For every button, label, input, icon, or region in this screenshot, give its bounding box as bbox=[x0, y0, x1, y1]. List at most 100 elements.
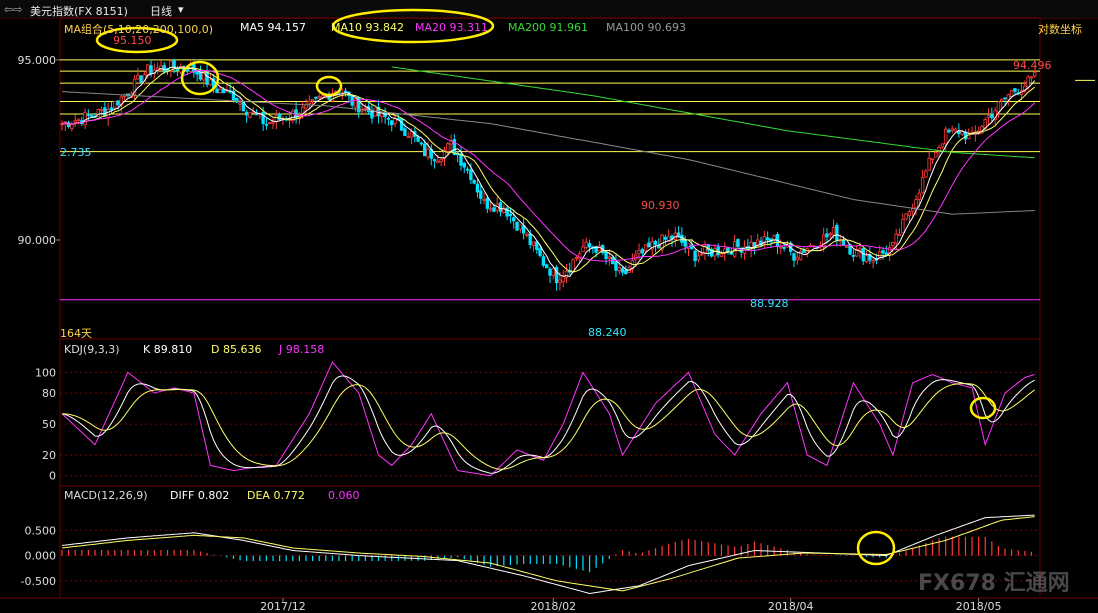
highlight-circle bbox=[331, 8, 495, 44]
highlight-circle bbox=[969, 396, 997, 420]
candle-body bbox=[472, 180, 476, 184]
candle-body bbox=[515, 221, 519, 231]
candle-body bbox=[676, 232, 681, 237]
candle-body bbox=[581, 246, 585, 253]
candle-body bbox=[205, 71, 209, 85]
candle-body bbox=[277, 113, 282, 120]
candle-body bbox=[897, 233, 902, 237]
candle-body bbox=[518, 224, 523, 230]
candle-body bbox=[198, 72, 203, 80]
period-selector[interactable]: 日线 bbox=[150, 5, 172, 18]
candle-body bbox=[304, 104, 308, 109]
ma-combo-label: MA组合(5,10,20,200,100,0) bbox=[64, 23, 214, 36]
candle-body bbox=[643, 244, 648, 252]
ma100-value: MA100 90.693 bbox=[606, 21, 686, 34]
chevron-down-icon[interactable]: ▾ bbox=[178, 3, 184, 16]
macd-y-tick-label: 0.500 bbox=[25, 524, 57, 537]
candle-body bbox=[238, 102, 242, 105]
ma5-line bbox=[61, 66, 1036, 277]
candle-body bbox=[488, 208, 493, 211]
candle-body bbox=[439, 158, 443, 162]
candle-body bbox=[383, 112, 387, 117]
candle-body bbox=[116, 100, 120, 106]
candle-body bbox=[73, 120, 77, 123]
symbol-icon[interactable]: ⇦⇨ bbox=[4, 3, 23, 16]
candle-body bbox=[508, 213, 513, 217]
candle-body bbox=[782, 246, 786, 249]
candle-body bbox=[423, 143, 427, 157]
candle-body bbox=[835, 225, 839, 242]
candle-body bbox=[235, 97, 239, 103]
candle-body bbox=[268, 122, 272, 124]
candle-body bbox=[907, 211, 912, 217]
kdj-d-line bbox=[61, 383, 1035, 470]
kdj-j-value: J 98.158 bbox=[279, 343, 325, 356]
candle-body bbox=[887, 247, 892, 256]
candle-body bbox=[498, 202, 503, 212]
candle-body bbox=[310, 98, 315, 102]
candle-body bbox=[66, 122, 71, 128]
candle-body bbox=[607, 256, 612, 259]
y-tick-label: 95.000 bbox=[18, 54, 57, 67]
ma20-value: MA20 93.311 bbox=[415, 21, 488, 34]
candle-body bbox=[70, 123, 74, 129]
candle-body bbox=[538, 248, 542, 256]
candle-body bbox=[475, 183, 480, 193]
annotation-left-price: 2.735 bbox=[60, 146, 92, 159]
ma10-value: MA10 93.842 bbox=[331, 21, 404, 34]
candle-body bbox=[139, 75, 143, 83]
candle-body bbox=[617, 266, 621, 272]
kdj-y-tick-label: 20 bbox=[42, 449, 56, 462]
days-label: 164天 bbox=[60, 327, 92, 340]
candle-body bbox=[353, 97, 358, 108]
candle-body bbox=[175, 68, 180, 71]
candle-body bbox=[1000, 98, 1004, 102]
x-tick-label: 2018/05 bbox=[956, 600, 1002, 613]
candle-body bbox=[779, 246, 783, 249]
candle-body bbox=[920, 177, 925, 193]
candle-body bbox=[521, 225, 526, 234]
candle-body bbox=[640, 249, 645, 254]
candle-body bbox=[719, 253, 724, 258]
candle-body bbox=[871, 260, 875, 263]
candle-body bbox=[162, 65, 166, 71]
candle-body bbox=[950, 128, 954, 131]
candle-body bbox=[772, 235, 776, 242]
candle-body bbox=[551, 268, 555, 276]
candle-body bbox=[195, 70, 199, 75]
ma100-line bbox=[61, 91, 1035, 215]
candle-body bbox=[564, 270, 569, 279]
candle-body bbox=[172, 59, 176, 69]
candle-body bbox=[558, 279, 562, 284]
candle-body bbox=[574, 257, 579, 259]
candle-body bbox=[904, 213, 908, 220]
candle-body bbox=[185, 69, 189, 72]
candle-body bbox=[861, 247, 865, 262]
candle-body bbox=[109, 107, 114, 111]
candle-body bbox=[89, 115, 94, 117]
candle-body bbox=[419, 142, 424, 145]
candle-body bbox=[851, 255, 856, 257]
candle-body bbox=[317, 96, 321, 99]
ma10-line bbox=[61, 67, 1036, 273]
candle-body bbox=[1006, 94, 1011, 101]
candle-body bbox=[943, 128, 948, 145]
candle-body bbox=[512, 217, 516, 222]
candle-body bbox=[696, 255, 701, 260]
candle-body bbox=[845, 245, 849, 248]
candle-body bbox=[409, 131, 414, 138]
kdj-k-value: K 89.810 bbox=[143, 343, 193, 356]
ma5-value: MA5 94.157 bbox=[240, 21, 306, 34]
candle-body bbox=[294, 109, 298, 118]
candle-body bbox=[83, 112, 87, 126]
candle-body bbox=[406, 135, 410, 138]
ma200-line bbox=[391, 66, 1035, 159]
log-scale-label[interactable]: 对数坐标 bbox=[1038, 23, 1082, 36]
candle-body bbox=[914, 199, 918, 209]
symbol-title[interactable]: 美元指数(FX 8151) bbox=[30, 5, 128, 18]
candle-body bbox=[264, 123, 269, 126]
candle-body bbox=[986, 115, 991, 118]
kdj-y-tick-label: 50 bbox=[42, 418, 56, 431]
candle-body bbox=[314, 96, 318, 99]
